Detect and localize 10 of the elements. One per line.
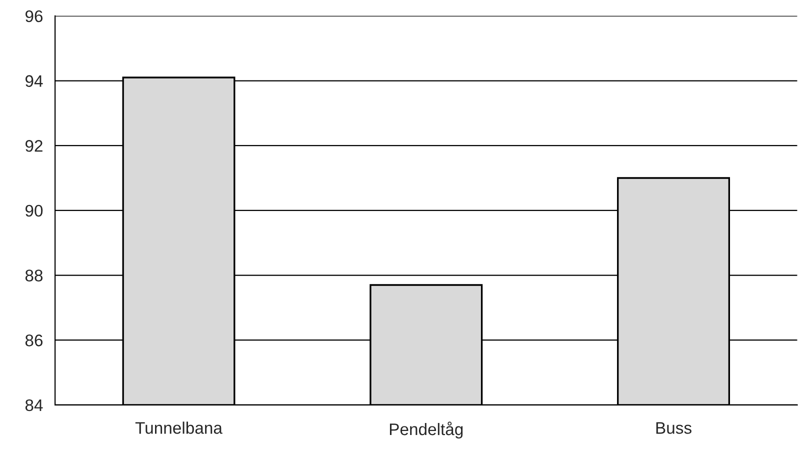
y-tick-label: 96 [26,10,43,22]
y-tick-label: 94 [26,75,43,87]
x-tick-label: Tunnelbana [135,422,222,434]
y-tick-label: 92 [26,140,42,152]
x-tick-label: Pendeltåg [390,422,463,439]
y-tick-label: 84 [25,399,43,412]
x-tick-label: Buss [656,422,692,434]
y-tick-label: 90 [26,204,43,217]
y-tick-label: 86 [25,334,43,346]
y-tick-label: 88 [25,270,43,282]
